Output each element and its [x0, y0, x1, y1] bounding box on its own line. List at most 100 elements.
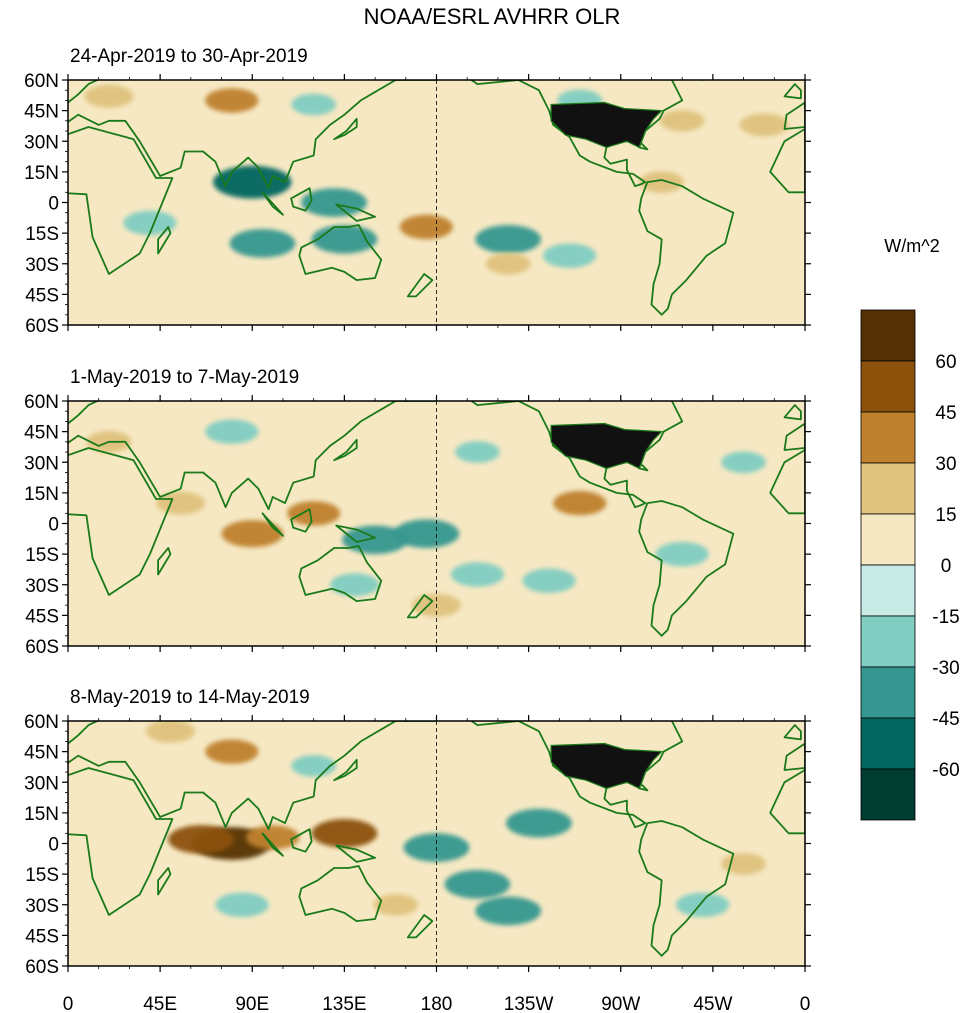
x-tick-label: 180 — [421, 994, 453, 1013]
land-outline — [68, 80, 438, 190]
x-tick-label: 135E — [322, 994, 366, 1013]
land-outline — [261, 512, 284, 537]
y-tick-label: 15N — [24, 804, 59, 825]
anomaly-blob — [455, 441, 500, 463]
y-tick-label: 45N — [24, 743, 59, 764]
map-panel-2: 1-May-2019 to 7-May-2019 60N 45N 30N 15N 0 15… — [24, 367, 811, 658]
anomaly-blob — [553, 490, 607, 516]
colorbar-label: 60 — [935, 352, 956, 373]
colorbar-swatch — [860, 309, 916, 362]
y-tick-label: 60N — [24, 712, 59, 733]
colorbar-swatch — [860, 462, 916, 515]
land-outline — [261, 191, 284, 216]
colorbar-label: 30 — [935, 454, 956, 475]
land-outline — [701, 721, 705, 722]
anomaly-blob — [301, 188, 367, 217]
colorbar-swatch — [860, 768, 916, 821]
anomaly-blob — [311, 225, 378, 254]
y-tick-label: 30S — [25, 576, 59, 597]
coastlines — [68, 709, 805, 966]
land-outline — [290, 187, 313, 212]
land-outline — [638, 500, 735, 637]
anomaly-blob — [655, 541, 709, 567]
anomaly-blob — [215, 892, 269, 917]
x-tick-label: 135W — [504, 994, 554, 1013]
anomaly-blob — [221, 520, 284, 548]
land-outline — [68, 721, 438, 831]
anomaly-blob — [475, 896, 542, 926]
panel-title: 8-May-2019 to 14-May-2019 — [70, 687, 310, 708]
us-mask — [550, 101, 664, 149]
colorbar-label: -60 — [932, 760, 959, 781]
anomaly-blob — [393, 519, 460, 548]
anomaly-blob — [399, 214, 453, 240]
y-tick-label: 45S — [25, 606, 59, 627]
anomaly-blob — [205, 739, 259, 764]
land-outline — [68, 447, 174, 596]
y-tick-label: 60N — [24, 71, 59, 92]
anomaly-blob — [373, 894, 418, 916]
colorbar-label: -15 — [932, 607, 959, 628]
y-tick-label: 30N — [24, 453, 59, 474]
y-tick-label: 60N — [24, 392, 59, 413]
y-tick-label: 60S — [25, 957, 59, 978]
anomaly-blob — [145, 721, 195, 743]
y-tick-label: 0 — [48, 515, 59, 536]
colorbar-label: 45 — [935, 403, 956, 424]
anomaly-blob — [213, 165, 292, 199]
land-outline — [298, 865, 383, 922]
figure-title: NOAA/ESRL AVHRR OLR — [364, 4, 621, 29]
x-tick-label: 0 — [800, 994, 811, 1013]
map-panel-3: 8-May-2019 to 14-May-2019 60N 45N 30N 15N 0 1… — [24, 687, 811, 978]
land-outline — [758, 68, 776, 72]
land-outline — [68, 126, 174, 275]
x-tick-label: 90E — [235, 994, 269, 1013]
anomaly-blob — [291, 93, 337, 116]
anomaly-blob — [676, 892, 730, 917]
colorbar-label: -30 — [932, 658, 959, 679]
land-outline — [783, 83, 802, 100]
land-outline — [335, 524, 377, 543]
anomaly-blob — [739, 113, 789, 137]
y-tick-label: 30N — [24, 773, 59, 794]
anomaly-blob — [168, 825, 235, 854]
y-tick-label: 45N — [24, 102, 59, 123]
anomaly-blob — [721, 451, 766, 474]
land-outline — [758, 709, 776, 713]
x-tick-label: 90W — [601, 994, 640, 1013]
y-tick-label: 15S — [25, 224, 59, 245]
anomaly-blob — [450, 562, 504, 587]
panel-title: 1-May-2019 to 7-May-2019 — [70, 367, 299, 388]
land-outline — [68, 767, 174, 916]
colorbar-swatch — [860, 513, 916, 566]
y-axis: 60N 45N 30N 15N 0 15S 30S 45S 60S — [24, 392, 811, 658]
anomaly-blob — [229, 229, 296, 258]
panel-title: 24-Apr-2019 to 30-Apr-2019 — [70, 46, 308, 67]
colorbar-swatch — [860, 717, 916, 770]
anomaly-blob — [287, 501, 341, 526]
anomaly-field — [86, 419, 766, 617]
anomaly-blob — [475, 225, 542, 254]
colorbar-label: 0 — [941, 556, 952, 577]
colorbar-swatch — [860, 564, 916, 617]
y-tick-label: 30S — [25, 255, 59, 276]
land-outline — [335, 203, 377, 222]
land-outline — [298, 545, 383, 602]
land-outline — [769, 449, 805, 515]
land-outline — [290, 508, 313, 533]
land-outline — [783, 101, 805, 130]
y-tick-label: 15S — [25, 545, 59, 566]
land-outline — [701, 401, 705, 402]
land-outline — [333, 438, 358, 462]
land-outline — [335, 844, 377, 863]
y-tick-label: 0 — [48, 835, 59, 856]
x-tick-label: 45E — [143, 994, 177, 1013]
anomaly-blob — [311, 819, 378, 848]
y-tick-label: 0 — [48, 194, 59, 215]
anomaly-blob — [444, 870, 511, 899]
land-outline — [638, 820, 735, 957]
land-outline — [261, 832, 284, 857]
coastlines — [68, 68, 805, 325]
x-axis: 0 45E 90E 135E 180 135W 90W 45W 0 — [63, 994, 811, 1013]
us-mask — [550, 422, 664, 470]
